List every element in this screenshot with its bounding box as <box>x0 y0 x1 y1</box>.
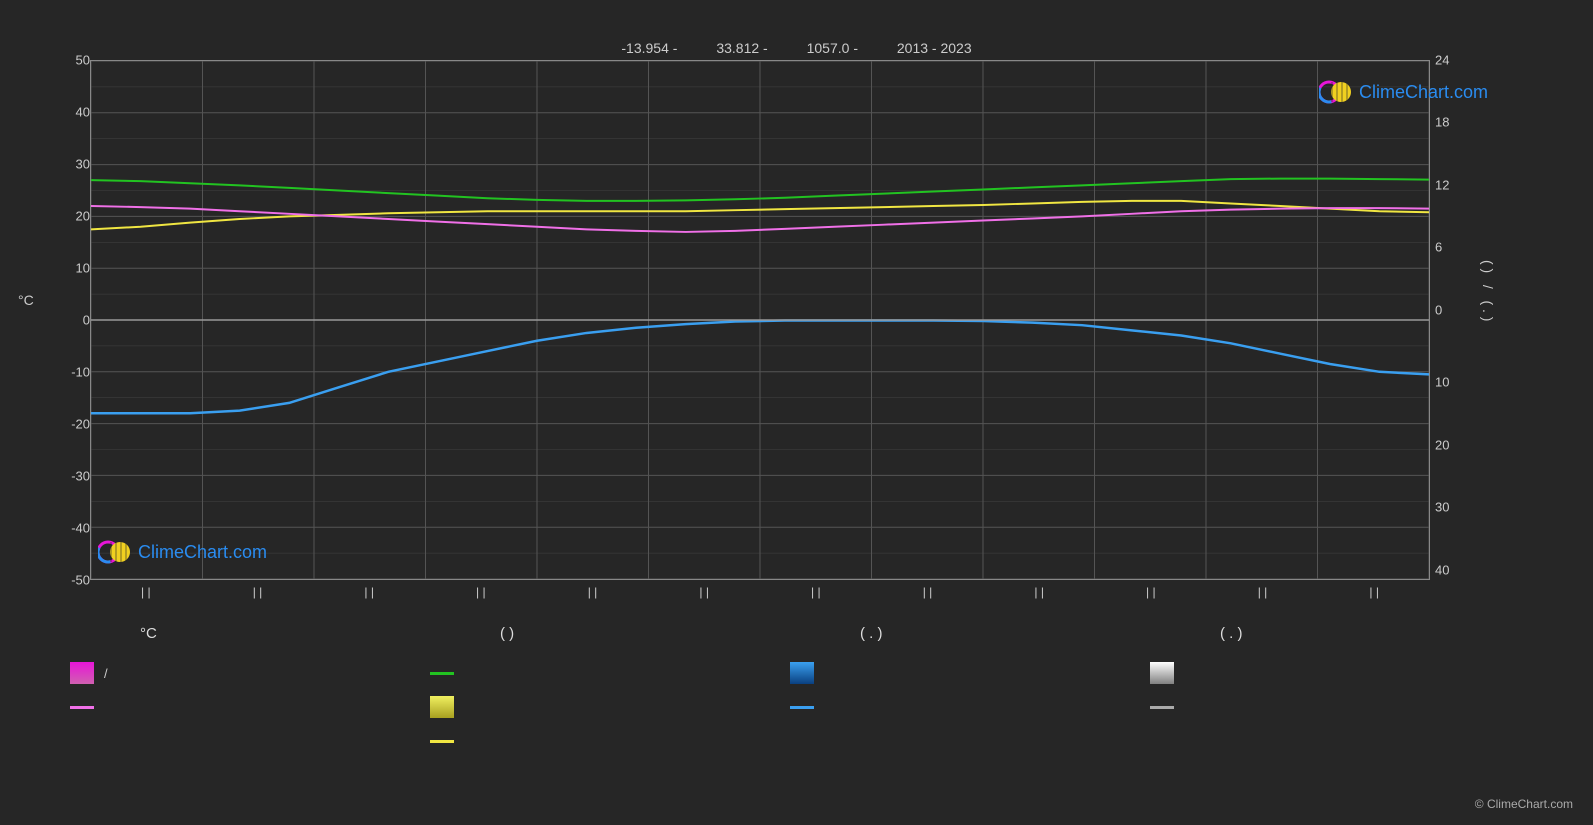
legend-swatch <box>430 696 454 718</box>
x-tick: | | <box>141 585 151 599</box>
legend-swatch <box>70 662 94 684</box>
x-tick: | | <box>588 585 598 599</box>
y-axis-left-label: °C <box>18 292 34 308</box>
legend-line <box>1150 706 1174 709</box>
y-left-tick: -30 <box>71 469 90 484</box>
legend-item <box>430 661 770 685</box>
legend-column: ( . ) <box>1150 625 1490 753</box>
legend-item <box>70 695 410 719</box>
y-right-tick: 0 <box>1435 302 1442 317</box>
legend-header: °C <box>140 625 410 645</box>
legend-item <box>790 661 1130 685</box>
legend-item <box>1150 695 1490 719</box>
legend-label: / <box>104 666 108 681</box>
y-left-tick: 30 <box>76 157 90 172</box>
header-coord3: 1057.0 - <box>807 40 858 56</box>
header-coord1: -13.954 - <box>621 40 677 56</box>
x-tick: | | <box>1034 585 1044 599</box>
header-years: 2013 - 2023 <box>897 40 972 56</box>
brand-text: ClimeChart.com <box>1359 82 1488 103</box>
y-right-tick: 12 <box>1435 177 1449 192</box>
x-tick: | | <box>476 585 486 599</box>
legend-column: °C / <box>70 625 410 753</box>
y-left-tick: 50 <box>76 53 90 68</box>
header-coord2: 33.812 - <box>716 40 767 56</box>
y-left-tick: 10 <box>76 261 90 276</box>
y-left-tick: -10 <box>71 365 90 380</box>
brand-logo-bottom: ClimeChart.com <box>98 538 267 566</box>
y-right-tick: 10 <box>1435 375 1449 390</box>
y-left-tick: -20 <box>71 417 90 432</box>
legend-column: ( . ) <box>790 625 1130 753</box>
x-tick: | | <box>1258 585 1268 599</box>
legend-item <box>430 695 770 719</box>
y-right-tick: 24 <box>1435 53 1449 68</box>
y-right-tick: 40 <box>1435 562 1449 577</box>
brand-text: ClimeChart.com <box>138 542 267 563</box>
legend-header: ( . ) <box>1220 625 1490 645</box>
legend-item: / <box>70 661 410 685</box>
y-right-tick: 18 <box>1435 115 1449 130</box>
y-right-tick: 30 <box>1435 500 1449 515</box>
legend-item <box>430 729 770 753</box>
x-tick: | | <box>364 585 374 599</box>
legend-item <box>1150 661 1490 685</box>
legend-line <box>430 672 454 675</box>
legend-line <box>70 706 94 709</box>
x-axis: | | | | | | | | | | | | | | | | | | | | | | | | <box>90 585 1430 605</box>
y-left-tick: -50 <box>71 573 90 588</box>
chart-header: -13.954 - 33.812 - 1057.0 - 2013 - 2023 <box>0 40 1593 56</box>
brand-icon <box>98 538 132 566</box>
y-axis-right: 2418126010203040 <box>1435 60 1485 580</box>
legend-line <box>790 706 814 709</box>
legend-item <box>790 695 1130 719</box>
y-right-tick: 20 <box>1435 437 1449 452</box>
legend-line <box>430 740 454 743</box>
legend-swatch <box>790 662 814 684</box>
brand-icon <box>1319 78 1353 106</box>
x-tick: | | <box>811 585 821 599</box>
climate-plot <box>90 60 1430 580</box>
copyright: © ClimeChart.com <box>1475 797 1573 811</box>
y-right-tick: 6 <box>1435 240 1442 255</box>
y-left-tick: 40 <box>76 105 90 120</box>
legend-header: ( . ) <box>860 625 1130 645</box>
y-left-tick: -40 <box>71 521 90 536</box>
legend: °C / ( ) ( . ) ( . ) <box>70 625 1490 753</box>
brand-logo-top: ClimeChart.com <box>1319 78 1488 106</box>
legend-swatch <box>1150 662 1174 684</box>
x-tick: | | <box>1146 585 1156 599</box>
x-tick: | | <box>253 585 263 599</box>
y-axis-left: 50403020100-10-20-30-40-50 <box>40 60 90 580</box>
x-tick: | | <box>699 585 709 599</box>
legend-header: ( ) <box>500 625 770 645</box>
y-left-tick: 20 <box>76 209 90 224</box>
x-tick: | | <box>923 585 933 599</box>
chart-area <box>90 60 1430 580</box>
legend-column: ( ) <box>430 625 770 753</box>
y-left-tick: 0 <box>83 313 90 328</box>
x-tick: | | <box>1369 585 1379 599</box>
